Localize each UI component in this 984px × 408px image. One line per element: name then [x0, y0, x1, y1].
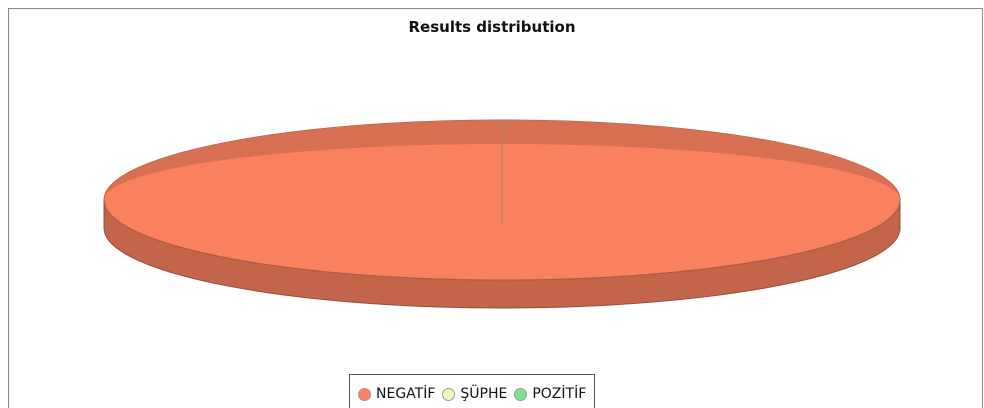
legend-item-negatif: NEGATİF: [358, 386, 435, 402]
legend-item-pozitif: POZİTİF: [514, 386, 586, 402]
chart-title: Results distribution: [408, 18, 576, 36]
legend-label: POZİTİF: [532, 386, 587, 402]
legend-label: NEGATİF: [376, 386, 436, 402]
legend-swatch: [514, 387, 528, 401]
pie-slice-rim-0: [104, 120, 900, 200]
legend-swatch: [442, 387, 456, 401]
chart-frame: [8, 8, 983, 408]
legend-label: ŞÜPHE: [460, 386, 508, 402]
legend-item-suphe: ŞÜPHE: [442, 386, 507, 402]
legend-swatch: [358, 387, 371, 401]
chart-legend: NEGATİF ŞÜPHE POZİTİF: [349, 374, 596, 408]
